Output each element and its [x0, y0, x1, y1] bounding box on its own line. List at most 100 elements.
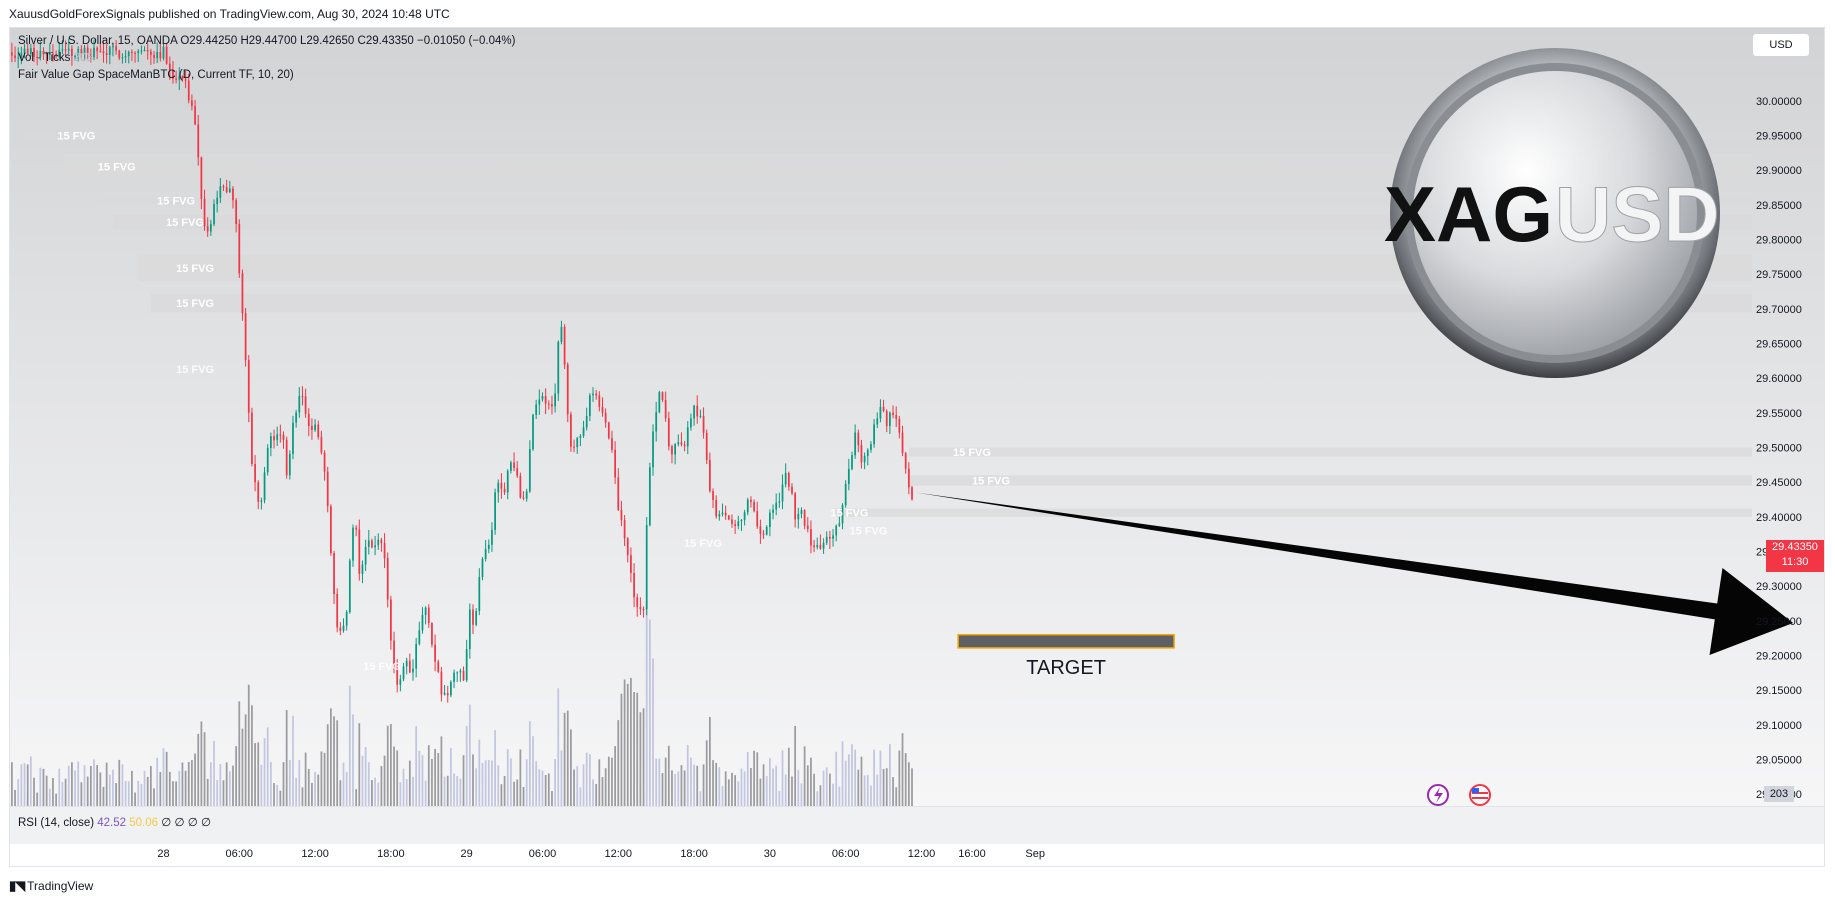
candle-body[interactable]	[866, 449, 869, 456]
candle-body[interactable]	[14, 55, 16, 58]
candle-body[interactable]	[614, 449, 617, 478]
candle-body[interactable]	[333, 553, 335, 594]
candle-body[interactable]	[626, 538, 629, 556]
candle-body[interactable]	[882, 406, 885, 411]
candle-body[interactable]	[304, 396, 307, 414]
candle-body[interactable]	[851, 455, 853, 470]
candle-body[interactable]	[487, 544, 490, 549]
candle-body[interactable]	[99, 51, 102, 53]
candle-body[interactable]	[727, 515, 730, 520]
target-box[interactable]	[957, 633, 1175, 649]
candle-body[interactable]	[153, 54, 155, 59]
candle-body[interactable]	[630, 555, 632, 573]
candle-body[interactable]	[712, 491, 714, 500]
candle-body[interactable]	[156, 51, 159, 59]
candle-body[interactable]	[29, 48, 32, 54]
candle-body[interactable]	[857, 432, 860, 446]
candle-body[interactable]	[393, 640, 395, 670]
candle-body[interactable]	[901, 432, 904, 454]
candle-body[interactable]	[187, 80, 190, 101]
candle-body[interactable]	[64, 49, 67, 51]
candle-body[interactable]	[390, 599, 392, 641]
candle-body[interactable]	[17, 57, 20, 59]
candle-body[interactable]	[23, 48, 26, 53]
candle-body[interactable]	[364, 546, 367, 565]
candle-body[interactable]	[326, 471, 329, 507]
candle-body[interactable]	[740, 519, 743, 522]
candle-body[interactable]	[557, 341, 560, 394]
candle-body[interactable]	[462, 670, 465, 681]
candle-body[interactable]	[595, 393, 598, 396]
candle-body[interactable]	[816, 544, 819, 548]
candle-body[interactable]	[159, 51, 162, 59]
candle-body[interactable]	[535, 404, 538, 415]
candle-body[interactable]	[453, 672, 455, 682]
candle-body[interactable]	[702, 415, 705, 433]
candle-body[interactable]	[690, 418, 692, 428]
candle-body[interactable]	[642, 609, 645, 611]
candle-body[interactable]	[276, 434, 279, 441]
candle-body[interactable]	[311, 425, 313, 431]
candle-body[interactable]	[611, 438, 613, 450]
candle-body[interactable]	[83, 47, 86, 54]
candle-body[interactable]	[554, 393, 556, 407]
candle-body[interactable]	[358, 529, 361, 574]
symbol-legend[interactable]: Silver / U.S. Dollar, 15, OANDA O29.4425…	[18, 35, 515, 47]
candle-body[interactable]	[835, 525, 838, 536]
candle-body[interactable]	[528, 449, 531, 492]
candle-body[interactable]	[146, 49, 149, 52]
candle-body[interactable]	[219, 186, 222, 198]
candle-body[interactable]	[238, 224, 241, 274]
candle-body[interactable]	[737, 521, 740, 527]
candle-body[interactable]	[510, 462, 512, 471]
candle-body[interactable]	[468, 609, 471, 650]
candle-body[interactable]	[547, 403, 550, 405]
candle-body[interactable]	[889, 412, 891, 427]
candle-body[interactable]	[844, 484, 847, 506]
candle-body[interactable]	[251, 412, 253, 464]
candle-body[interactable]	[491, 529, 493, 545]
candle-body[interactable]	[254, 463, 256, 483]
candle-body[interactable]	[235, 200, 238, 225]
candle-body[interactable]	[48, 53, 51, 55]
candle-body[interactable]	[184, 79, 187, 81]
candle-body[interactable]	[731, 519, 733, 525]
candle-body[interactable]	[355, 527, 358, 530]
candle-body[interactable]	[437, 661, 440, 672]
candle-body[interactable]	[598, 395, 601, 407]
candle-body[interactable]	[314, 424, 316, 431]
candle-body[interactable]	[396, 669, 399, 685]
candle-body[interactable]	[206, 226, 209, 232]
candle-body[interactable]	[724, 512, 727, 516]
candle-body[interactable]	[693, 405, 695, 419]
candle-body[interactable]	[718, 514, 721, 517]
candle-body[interactable]	[806, 525, 809, 530]
candle-body[interactable]	[911, 487, 913, 500]
candle-body[interactable]	[696, 405, 699, 417]
candle-body[interactable]	[762, 533, 765, 535]
candle-body[interactable]	[232, 188, 234, 201]
candle-body[interactable]	[456, 672, 459, 674]
candle-body[interactable]	[743, 512, 746, 520]
candle-body[interactable]	[661, 392, 664, 401]
candle-body[interactable]	[307, 413, 310, 426]
candle-body[interactable]	[607, 422, 610, 439]
candle-body[interactable]	[228, 188, 231, 193]
candle-body[interactable]	[213, 204, 215, 225]
candle-body[interactable]	[209, 224, 212, 232]
candle-body[interactable]	[93, 47, 95, 58]
candle-body[interactable]	[570, 414, 572, 447]
candle-body[interactable]	[450, 681, 452, 696]
candle-body[interactable]	[781, 484, 784, 502]
candle-body[interactable]	[563, 326, 566, 365]
candle-body[interactable]	[459, 670, 462, 673]
candle-body[interactable]	[399, 679, 402, 685]
candle-body[interactable]	[121, 57, 124, 59]
candle-body[interactable]	[860, 445, 863, 463]
candle-body[interactable]	[775, 502, 778, 510]
candle-body[interactable]	[140, 50, 143, 52]
candle-body[interactable]	[734, 524, 737, 527]
candle-body[interactable]	[721, 512, 724, 515]
candle-body[interactable]	[819, 544, 822, 549]
candle-body[interactable]	[134, 52, 136, 54]
